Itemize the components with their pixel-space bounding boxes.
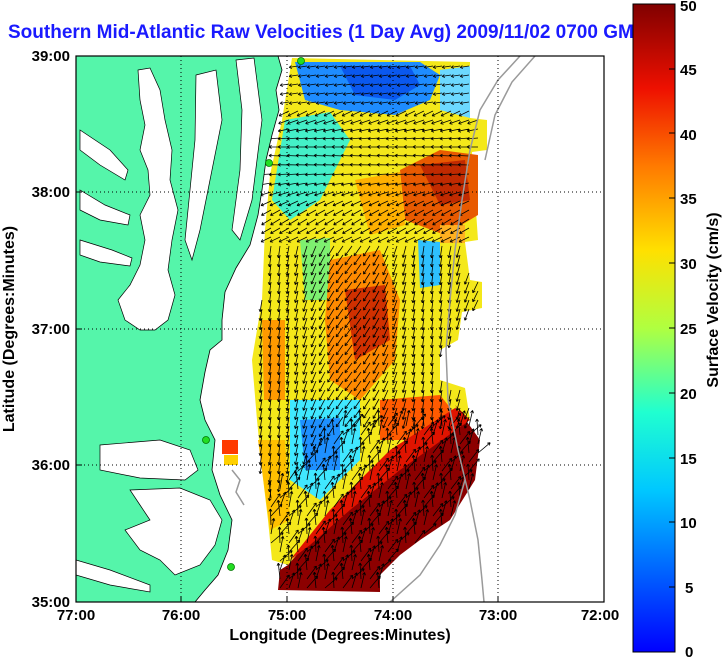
plot-area bbox=[76, 56, 604, 602]
map-title: Southern Mid-Atlantic Raw Velocities (1 … bbox=[8, 22, 646, 43]
radar-stations bbox=[202, 57, 305, 571]
y-axis-label: Latitude (Degrees:Minutes) bbox=[1, 226, 18, 432]
y-tick-label: 36:00 bbox=[32, 457, 70, 474]
x-tick-label: 75:00 bbox=[268, 607, 306, 624]
colorbar-tick-label: 20 bbox=[680, 386, 697, 403]
colorbar-tick-label: 10 bbox=[680, 515, 697, 532]
y-tick-label: 38:00 bbox=[32, 184, 70, 201]
station-marker bbox=[202, 436, 210, 444]
velocity-field bbox=[222, 58, 487, 592]
x-tick-label: 74:00 bbox=[374, 607, 412, 624]
colorbar-tick-label: 15 bbox=[680, 451, 697, 468]
chesapeake-bay bbox=[79, 57, 263, 331]
x-tick-label: 72:00 bbox=[581, 607, 619, 624]
x-tick-label: 77:00 bbox=[57, 607, 95, 624]
colorbar-tick-label: 50 bbox=[680, 0, 697, 15]
velocity-vectors bbox=[258, 65, 491, 589]
station-marker bbox=[265, 159, 273, 167]
isobaths bbox=[231, 56, 536, 602]
colorbar-gradient bbox=[632, 3, 676, 653]
x-tick-label: 76:00 bbox=[162, 607, 200, 624]
vector-arrows-path bbox=[258, 65, 491, 589]
station-marker bbox=[227, 563, 235, 571]
y-tick-label: 37:00 bbox=[32, 321, 70, 338]
y-tick-labels: 39:00 38:00 37:00 36:00 35:00 bbox=[32, 48, 70, 611]
x-axis-label: Longitude (Degrees:Minutes) bbox=[229, 627, 450, 644]
colorbar-tick-label: 45 bbox=[680, 62, 697, 79]
grid-lines bbox=[76, 56, 604, 602]
colorbar-tick-label: 40 bbox=[680, 127, 697, 144]
colorbar-label: Surface Velocity (cm/s) bbox=[705, 212, 722, 387]
colorbar: 50 45 40 35 30 25 20 15 10 5 0 Surface V… bbox=[632, 0, 722, 659]
tick-marks bbox=[76, 191, 499, 602]
y-tick-label: 39:00 bbox=[32, 48, 70, 65]
y-tick-label: 35:00 bbox=[32, 594, 70, 611]
station-marker bbox=[297, 57, 305, 65]
colorbar-tick-label: 35 bbox=[680, 191, 697, 208]
x-tick-label: 73:00 bbox=[479, 607, 517, 624]
colorbar-tick-label: 0 bbox=[685, 644, 693, 659]
pamlico-sound bbox=[76, 439, 223, 593]
colorbar-tick-label: 25 bbox=[680, 321, 697, 338]
colorbar-tick-label: 30 bbox=[680, 256, 697, 273]
x-tick-labels: 77:00 76:00 75:00 74:00 73:00 72:00 bbox=[57, 607, 619, 624]
colorbar-tick-label: 5 bbox=[685, 580, 693, 597]
